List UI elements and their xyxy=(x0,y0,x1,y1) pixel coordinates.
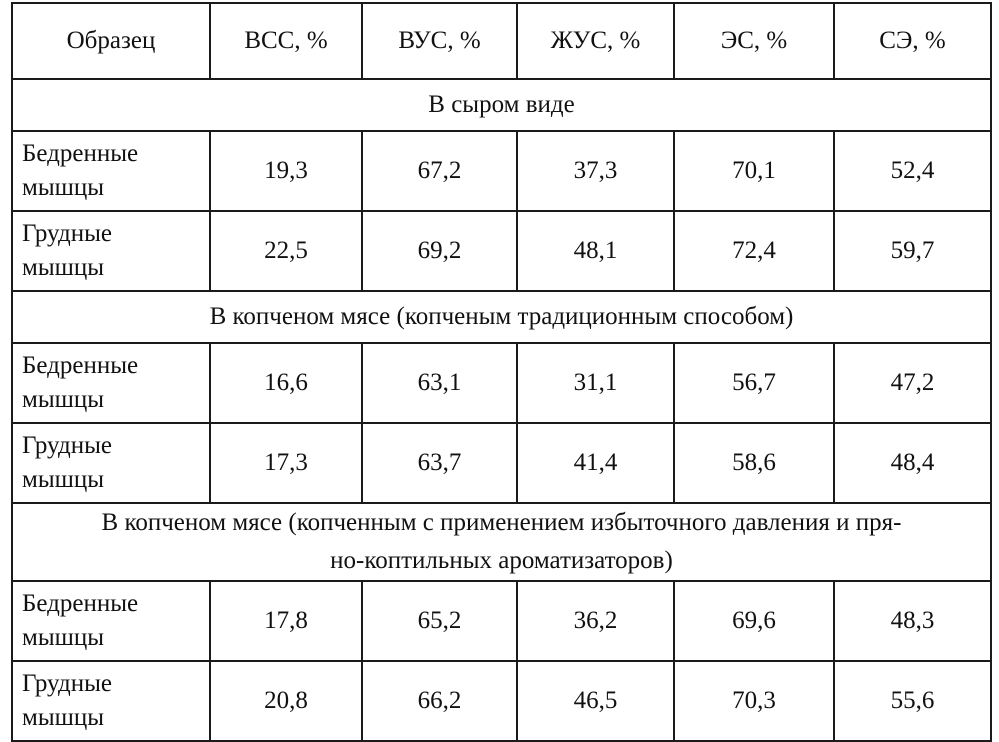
value-cell: 19,3 xyxy=(210,131,362,211)
value-cell: 70,3 xyxy=(674,661,834,741)
value-cell: 48,4 xyxy=(834,423,991,503)
sample-name-cell: Бедренныемышцы xyxy=(12,581,210,661)
value-cell: 63,7 xyxy=(362,423,517,503)
table-row: Грудныемышцы20,866,246,570,355,6 xyxy=(12,661,991,741)
table-body: Образец ВСС, % ВУС, % ЖУС, % ЭС, % СЭ, %… xyxy=(12,3,991,741)
section-row: В копченом мясе (копченным с применением… xyxy=(12,503,991,581)
sample-name-line: Грудные xyxy=(22,429,209,463)
table-row: Бедренныемышцы17,865,236,269,648,3 xyxy=(12,581,991,661)
value-cell: 36,2 xyxy=(517,581,674,661)
table-row: Грудныемышцы17,363,741,458,648,4 xyxy=(12,423,991,503)
sample-name-cell: Грудныемышцы xyxy=(12,661,210,741)
header-cell-zhus: ЖУС, % xyxy=(517,3,674,79)
value-cell: 65,2 xyxy=(362,581,517,661)
header-cell-es: ЭС, % xyxy=(674,3,834,79)
header-cell-vss: ВСС, % xyxy=(210,3,362,79)
sample-name-line: мышцы xyxy=(22,463,209,497)
header-cell-vus: ВУС, % xyxy=(362,3,517,79)
value-cell: 47,2 xyxy=(834,343,991,423)
value-cell: 20,8 xyxy=(210,661,362,741)
value-cell: 37,3 xyxy=(517,131,674,211)
header-row: Образец ВСС, % ВУС, % ЖУС, % ЭС, % СЭ, % xyxy=(12,3,991,79)
value-cell: 48,1 xyxy=(517,211,674,291)
sample-name-cell: Грудныемышцы xyxy=(12,423,210,503)
section-title: В сыром виде xyxy=(12,79,991,131)
section-title-line: В копченом мясе (копченым традиционным с… xyxy=(13,300,990,334)
value-cell: 69,6 xyxy=(674,581,834,661)
header-cell-se: СЭ, % xyxy=(834,3,991,79)
table-row: Бедренныемышцы16,663,131,156,747,2 xyxy=(12,343,991,423)
value-cell: 63,1 xyxy=(362,343,517,423)
sample-name-line: мышцы xyxy=(22,251,209,285)
value-cell: 70,1 xyxy=(674,131,834,211)
section-title-line: но-коптильных ароматизаторов) xyxy=(13,542,990,580)
sample-name-line: Бедренные xyxy=(22,587,209,621)
value-cell: 58,6 xyxy=(674,423,834,503)
sample-name-cell: Бедренныемышцы xyxy=(12,131,210,211)
value-cell: 16,6 xyxy=(210,343,362,423)
value-cell: 66,2 xyxy=(362,661,517,741)
section-title-line: В сыром виде xyxy=(13,88,990,122)
sample-name-cell: Грудныемышцы xyxy=(12,211,210,291)
sample-name-cell: Бедренныемышцы xyxy=(12,343,210,423)
section-row: В сыром виде xyxy=(12,79,991,131)
sample-name-line: Грудные xyxy=(22,667,209,701)
value-cell: 55,6 xyxy=(834,661,991,741)
section-row: В копченом мясе (копченым традиционным с… xyxy=(12,291,991,343)
sample-name-line: мышцы xyxy=(22,621,209,655)
value-cell: 56,7 xyxy=(674,343,834,423)
section-title: В копченом мясе (копченным с применением… xyxy=(12,503,991,581)
section-title-line: В копченом мясе (копченным с применением… xyxy=(13,504,990,542)
value-cell: 17,3 xyxy=(210,423,362,503)
value-cell: 52,4 xyxy=(834,131,991,211)
sample-name-line: мышцы xyxy=(22,383,209,417)
value-cell: 59,7 xyxy=(834,211,991,291)
table-row: Бедренныемышцы19,367,237,370,152,4 xyxy=(12,131,991,211)
sample-name-line: Грудные xyxy=(22,217,209,251)
sample-name-line: Бедренные xyxy=(22,137,209,171)
sample-name-line: мышцы xyxy=(22,701,209,735)
value-cell: 67,2 xyxy=(362,131,517,211)
section-title: В копченом мясе (копченым традиционным с… xyxy=(12,291,991,343)
value-cell: 46,5 xyxy=(517,661,674,741)
sample-name-line: мышцы xyxy=(22,171,209,205)
value-cell: 31,1 xyxy=(517,343,674,423)
value-cell: 72,4 xyxy=(674,211,834,291)
value-cell: 48,3 xyxy=(834,581,991,661)
data-table: Образец ВСС, % ВУС, % ЖУС, % ЭС, % СЭ, %… xyxy=(11,2,992,742)
sample-name-line: Бедренные xyxy=(22,349,209,383)
value-cell: 69,2 xyxy=(362,211,517,291)
value-cell: 22,5 xyxy=(210,211,362,291)
value-cell: 41,4 xyxy=(517,423,674,503)
value-cell: 17,8 xyxy=(210,581,362,661)
header-cell-sample: Образец xyxy=(12,3,210,79)
table-row: Грудныемышцы22,569,248,172,459,7 xyxy=(12,211,991,291)
